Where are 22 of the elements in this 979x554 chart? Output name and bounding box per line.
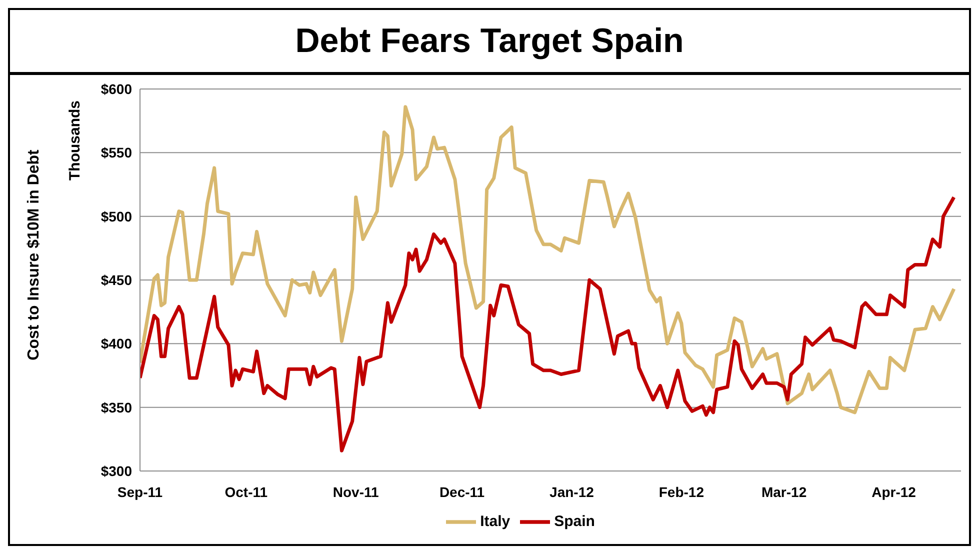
y-tick-label: $450 <box>100 272 132 288</box>
y-tick-label: $550 <box>100 144 132 161</box>
y-tick-label: $300 <box>100 462 132 479</box>
line-series <box>140 105 956 414</box>
x-tick-label: Sep-11 <box>117 484 163 500</box>
x-tick-label: Feb-12 <box>658 484 704 500</box>
x-tick-label: Mar-12 <box>761 484 807 500</box>
y-tick-label: $400 <box>100 336 132 352</box>
line-series <box>140 195 956 452</box>
y-axis-title: Cost to Insure $10M in Debt <box>25 150 43 360</box>
x-tick-label: Apr-12 <box>872 484 916 500</box>
legend-label: Spain <box>554 513 595 530</box>
legend-label: Italy <box>480 513 510 530</box>
text: Thousands <box>66 100 84 180</box>
x-tick-label: Oct-11 <box>224 484 268 500</box>
x-tick-label: Dec-11 <box>439 484 485 500</box>
chart-title: Debt Fears Target Spain <box>10 10 969 75</box>
x-tick-label: Jan-12 <box>550 484 594 500</box>
y-tick-label: $350 <box>100 399 132 416</box>
y-tick-label: $500 <box>100 208 132 224</box>
x-tick-label: Nov-11 <box>332 484 380 500</box>
y-tick-label: $600 <box>100 80 132 97</box>
